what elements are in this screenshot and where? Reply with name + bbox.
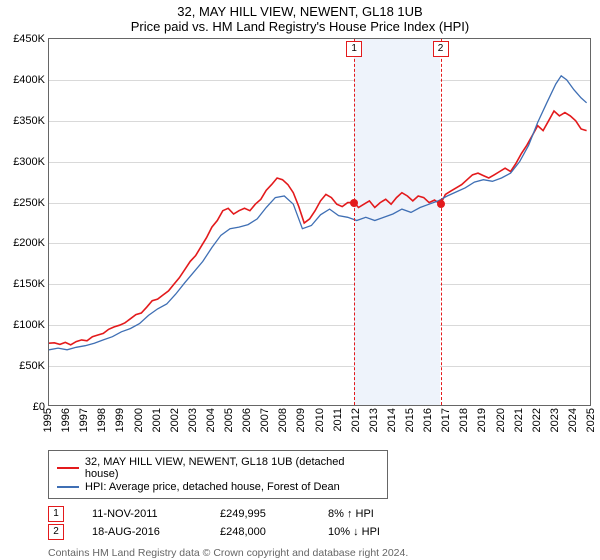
y-tick-label: £250K [1, 197, 45, 209]
sale-date: 18-AUG-2016 [92, 526, 192, 538]
sale-row: 1 11-NOV-2011 £249,995 8% ↑ HPI [48, 505, 592, 523]
x-tick-label: 2016 [422, 408, 434, 432]
y-tick-label: £200K [1, 237, 45, 249]
sale-marker: 1 [346, 41, 362, 57]
legend-swatch-1 [57, 467, 79, 469]
legend-label-2: HPI: Average price, detached house, Fore… [85, 481, 340, 493]
x-tick-label: 2010 [314, 408, 326, 432]
sale-dot [437, 200, 445, 208]
y-tick-label: £350K [1, 115, 45, 127]
sale-records: 1 11-NOV-2011 £249,995 8% ↑ HPI 2 18-AUG-2016… [48, 505, 592, 541]
x-tick-label: 2013 [368, 408, 380, 432]
y-tick-label: £50K [1, 360, 45, 372]
y-tick-label: £450K [1, 33, 45, 45]
x-tick-label: 2022 [531, 408, 543, 432]
x-tick-label: 1996 [60, 408, 72, 432]
x-tick-label: 2005 [223, 408, 235, 432]
x-tick-label: 2024 [567, 408, 579, 432]
sale-price: £249,995 [220, 508, 300, 520]
sale-row-marker: 1 [48, 506, 64, 522]
x-tick-label: 2002 [169, 408, 181, 432]
chart-subtitle: Price paid vs. HM Land Registry's House … [0, 19, 600, 34]
x-tick-label: 2019 [476, 408, 488, 432]
x-tick-label: 2009 [295, 408, 307, 432]
x-tick-label: 2023 [549, 408, 561, 432]
x-tick-label: 2006 [241, 408, 253, 432]
footer-line-1: Contains HM Land Registry data © Crown c… [48, 547, 592, 560]
sale-delta: 8% ↑ HPI [328, 508, 408, 520]
sale-row: 2 18-AUG-2016 £248,000 10% ↓ HPI [48, 523, 592, 541]
y-tick-label: £300K [1, 156, 45, 168]
x-tick-label: 2018 [458, 408, 470, 432]
x-tick-label: 2025 [585, 408, 597, 432]
sale-vline [354, 39, 355, 405]
x-tick-label: 2020 [495, 408, 507, 432]
chart-title: 32, MAY HILL VIEW, NEWENT, GL18 1UB [0, 4, 600, 19]
y-tick-label: £100K [1, 319, 45, 331]
legend-label-1: 32, MAY HILL VIEW, NEWENT, GL18 1UB (det… [85, 456, 379, 480]
sale-marker: 2 [433, 41, 449, 57]
price-chart: £0£50K£100K£150K£200K£250K£300K£350K£400… [48, 38, 591, 406]
x-tick-label: 2015 [404, 408, 416, 432]
y-tick-label: £400K [1, 74, 45, 86]
sale-vline [441, 39, 442, 405]
x-tick-label: 1998 [96, 408, 108, 432]
footer-note: Contains HM Land Registry data © Crown c… [48, 547, 592, 560]
x-tick-label: 2011 [332, 408, 344, 432]
legend: 32, MAY HILL VIEW, NEWENT, GL18 1UB (det… [48, 450, 388, 499]
sale-dot [350, 199, 358, 207]
x-tick-label: 2021 [513, 408, 525, 432]
chart-series [49, 76, 587, 350]
x-tick-label: 2017 [440, 408, 452, 432]
sale-delta: 10% ↓ HPI [328, 526, 408, 538]
x-tick-label: 2003 [187, 408, 199, 432]
x-axis: 1995199619971998199920002001200220032004… [48, 406, 591, 442]
sale-price: £248,000 [220, 526, 300, 538]
x-tick-label: 2014 [386, 408, 398, 432]
x-tick-label: 2000 [133, 408, 145, 432]
x-tick-label: 1995 [42, 408, 54, 432]
chart-series [49, 111, 587, 345]
sale-date: 11-NOV-2011 [92, 508, 192, 520]
y-tick-label: £150K [1, 278, 45, 290]
x-tick-label: 2012 [350, 408, 362, 432]
x-tick-label: 2004 [205, 408, 217, 432]
x-tick-label: 1999 [114, 408, 126, 432]
x-tick-label: 2007 [259, 408, 271, 432]
sale-row-marker: 2 [48, 524, 64, 540]
legend-swatch-2 [57, 486, 79, 488]
x-tick-label: 1997 [78, 408, 90, 432]
x-tick-label: 2008 [277, 408, 289, 432]
x-tick-label: 2001 [151, 408, 163, 432]
y-tick-label: £0 [1, 401, 45, 413]
